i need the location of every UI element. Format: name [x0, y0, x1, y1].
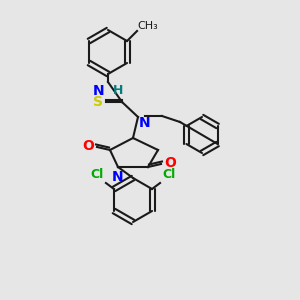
Text: H: H [113, 84, 123, 97]
Text: N: N [92, 84, 104, 98]
Text: CH₃: CH₃ [137, 21, 158, 31]
Text: N: N [112, 170, 124, 184]
Text: O: O [164, 156, 176, 170]
Text: O: O [82, 139, 94, 153]
Text: Cl: Cl [91, 168, 104, 181]
Text: S: S [93, 95, 103, 109]
Text: Cl: Cl [162, 168, 175, 181]
Text: N: N [139, 116, 151, 130]
